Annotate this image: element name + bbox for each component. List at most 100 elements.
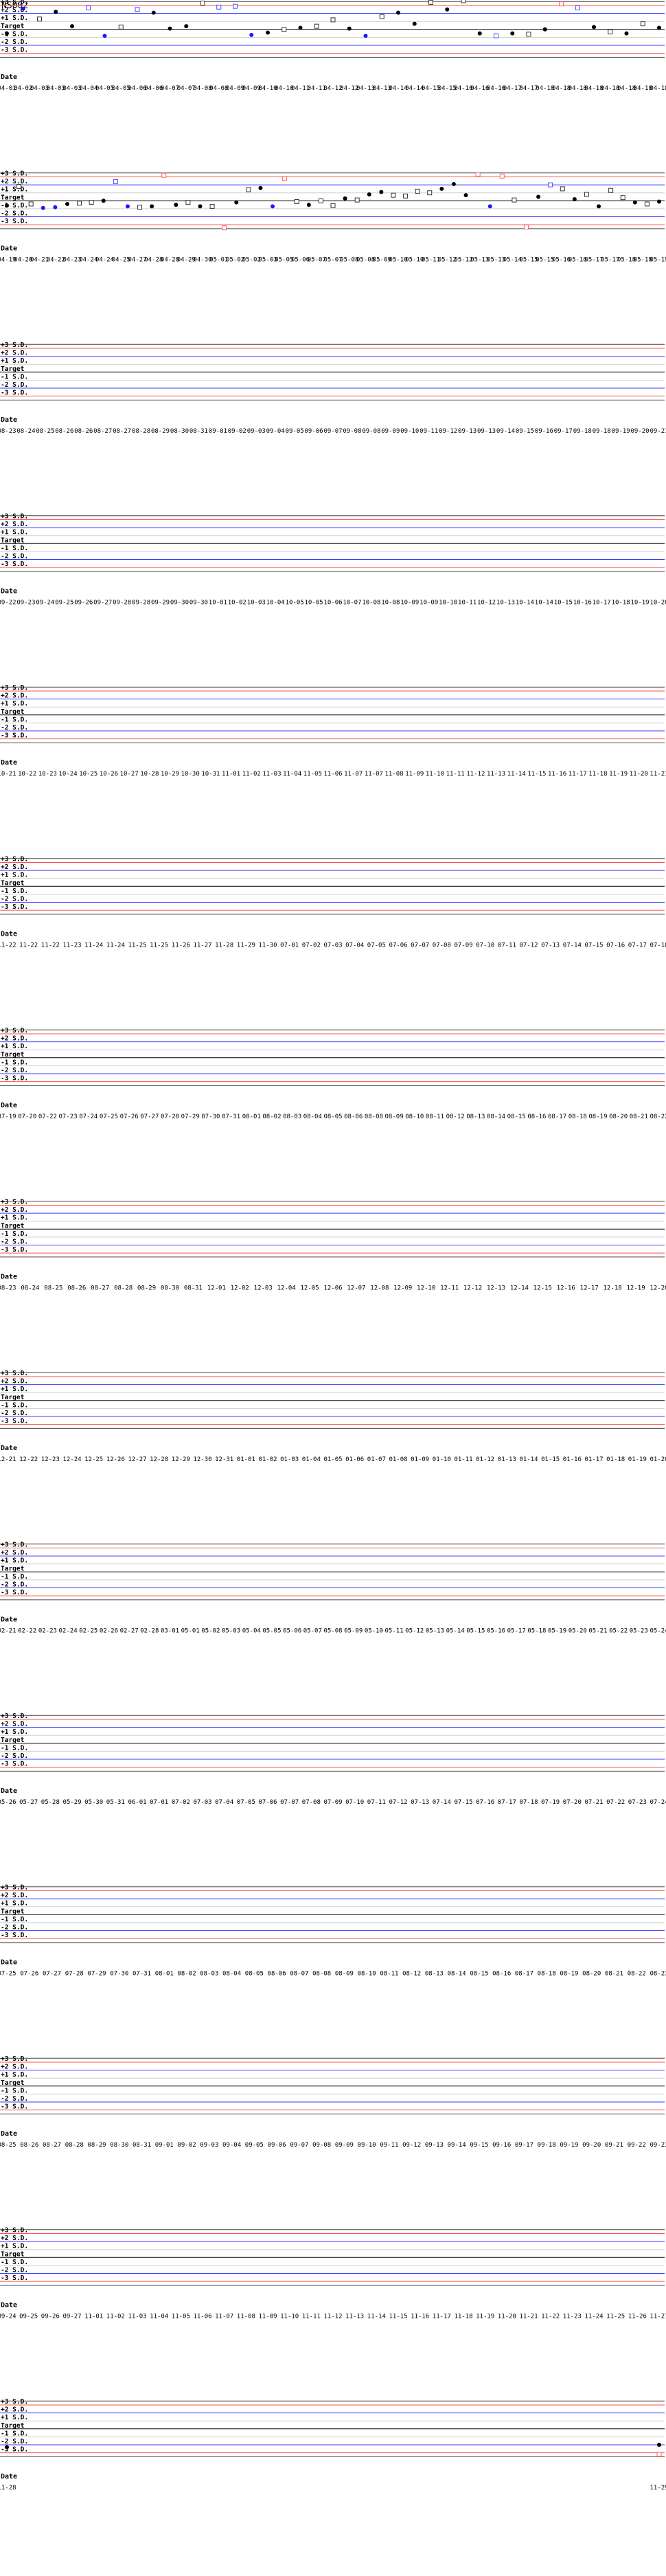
x-tick-label: 01-05 — [323, 1456, 342, 1463]
y-tick-label: Target — [1, 365, 24, 373]
x-tick-label: 08-01 — [155, 1971, 174, 1978]
x-tick-label: 04-20 — [14, 257, 32, 264]
data-point — [560, 186, 565, 192]
x-tick-label: 04-21 — [30, 257, 49, 264]
x-tick-label: 08-03 — [283, 1114, 301, 1120]
data-point — [249, 32, 254, 37]
x-tick-label: 05-15 — [519, 257, 538, 264]
x-tick-label: 11-07 — [344, 771, 363, 778]
y-tick-label: -3 S.D. — [1, 2274, 28, 2282]
data-point — [118, 24, 124, 30]
data-point — [125, 204, 130, 209]
x-tick-label: 09-22 — [0, 600, 16, 607]
x-tick-label: 04-06 — [128, 85, 146, 92]
y-tick-label: +2 S.D. — [1, 2064, 28, 2071]
x-tick-label: 01-04 — [302, 1456, 321, 1463]
y-tick-label: -1 S.D. — [1, 545, 28, 552]
y-tick-label: +2 S.D. — [1, 1721, 28, 1728]
x-axis-label: Date — [1, 1616, 17, 1624]
data-point — [510, 31, 515, 36]
y-tick-label: +2 S.D. — [1, 2235, 28, 2242]
x-tick-label: 07-30 — [110, 1971, 128, 1978]
data-point — [592, 25, 596, 30]
x-tick-label: 01-02 — [258, 1456, 277, 1463]
x-tick-label: 12-26 — [106, 1456, 125, 1463]
x-tick-label: 12-22 — [19, 1456, 38, 1463]
x-tick-label: 04-10 — [258, 85, 277, 92]
x-tick-label: 12-03 — [254, 1285, 273, 1292]
x-tick-label: 09-01 — [209, 428, 227, 435]
x-tick-label: 05-09 — [373, 257, 391, 264]
x-tick-label: 11-15 — [389, 2314, 407, 2320]
data-point — [463, 193, 468, 198]
x-tick-label: 08-28 — [65, 2142, 84, 2149]
x-tick-label: 05-13 — [487, 257, 505, 264]
x-tick-label: 09-24 — [0, 2314, 16, 2320]
x-tick-label: 05-08 — [323, 1628, 342, 1635]
x-tick-label: 07-20 — [563, 1799, 582, 1806]
x-tick-label: 09-11 — [380, 2142, 398, 2149]
x-tick-label: 04-30 — [193, 257, 211, 264]
x-tick-label: 08-10 — [405, 1114, 424, 1120]
x-tick-label: 11-26 — [628, 2314, 647, 2320]
x-axis-label: Date — [1, 2473, 17, 2481]
y-tick-label: Target — [1, 536, 24, 544]
x-tick-label: 12-16 — [557, 1285, 575, 1292]
y-tick-label: +1 S.D. — [1, 1557, 28, 1565]
x-tick-label: 05-14 — [503, 257, 522, 264]
x-tick-label: 07-08 — [302, 1799, 321, 1806]
x-tick-label: 07-28 — [161, 1114, 179, 1120]
x-tick-label: 09-30 — [170, 600, 189, 607]
data-point — [494, 33, 498, 38]
x-tick-label: 07-27 — [43, 1971, 61, 1978]
data-point — [354, 197, 360, 203]
x-tick-label: 01-08 — [389, 1456, 407, 1463]
x-tick-label: 09-07 — [290, 2142, 308, 2149]
y-tick-label: -3 S.D. — [1, 47, 28, 54]
x-tick-label: 09-22 — [628, 2142, 646, 2149]
x-tick-label: 08-11 — [426, 1114, 444, 1120]
y-tick-label: +3 S.D. — [1, 2227, 28, 2235]
x-tick-label: 12-13 — [487, 1285, 505, 1292]
y-tick-label: +3 S.D. — [1, 856, 28, 863]
x-tick-label: 11-03 — [262, 771, 281, 778]
x-axis-label: Date — [1, 2302, 17, 2309]
y-tick-label: -3 S.D. — [1, 1246, 28, 1254]
x-tick-label: 12-29 — [172, 1456, 190, 1463]
x-tick-label: 08-04 — [303, 1114, 322, 1120]
data-point — [151, 10, 156, 15]
data-point — [379, 190, 384, 194]
x-tick-label: 11-09 — [258, 2314, 277, 2320]
x-tick-label: 11-08 — [237, 2314, 255, 2320]
y-tick-label: +1 S.D. — [1, 2414, 28, 2421]
y-tick-label: -3 S.D. — [1, 2446, 28, 2454]
x-tick-label: 12-30 — [193, 1456, 211, 1463]
y-tick-label: +2 S.D. — [1, 1549, 28, 1557]
x-axis-label: Date — [1, 74, 17, 81]
x-tick-label: 08-06 — [344, 1114, 363, 1120]
x-tick-label: 11-06 — [323, 771, 342, 778]
x-tick-label: 08-26 — [20, 2142, 38, 2149]
data-point — [216, 4, 222, 10]
x-tick-label: 08-02 — [262, 1114, 281, 1120]
x-tick-label: 07-08 — [433, 942, 451, 949]
x-tick-label: 09-25 — [55, 600, 73, 607]
y-tick-label: Target — [1, 1565, 24, 1572]
x-tick-label: 09-19 — [612, 428, 630, 435]
x-tick-label: 05-18 — [634, 257, 652, 264]
x-tick-label: 05-28 — [41, 1799, 60, 1806]
x-tick-label: 09-09 — [381, 428, 400, 435]
x-tick-label: 11-07 — [365, 771, 383, 778]
x-tick-label: 05-01 — [181, 1628, 200, 1635]
y-tick-label: Target — [1, 194, 24, 201]
x-tick-label: 10-26 — [100, 771, 118, 778]
x-tick-label: 07-26 — [20, 1971, 38, 1978]
data-point — [246, 187, 251, 192]
y-tick-label: +1 S.D. — [1, 1214, 28, 1222]
x-tick-label: 09-04 — [222, 2142, 241, 2149]
y-tick-label: +2 S.D. — [1, 1206, 28, 1214]
data-point — [608, 29, 613, 34]
x-tick-label: 04-15 — [438, 85, 457, 92]
x-tick-label: 09-07 — [323, 428, 342, 435]
data-point — [542, 27, 547, 32]
